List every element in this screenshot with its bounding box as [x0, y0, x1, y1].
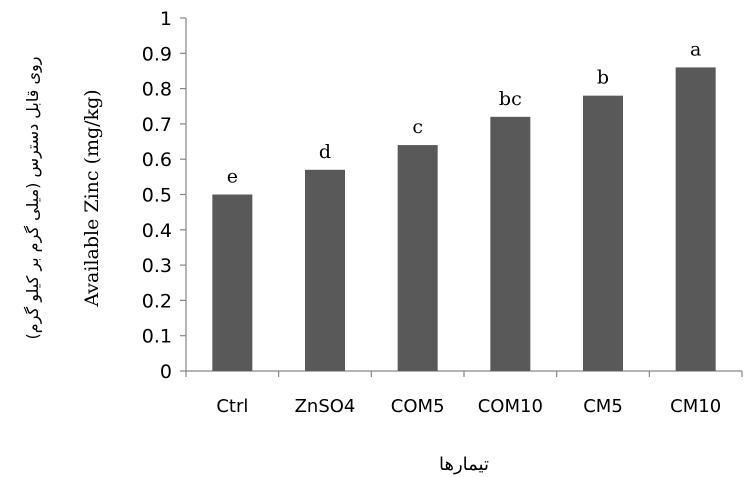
bar-com10	[490, 116, 531, 371]
x-category-label: COM5	[391, 396, 445, 417]
y-tick-label: 0	[160, 361, 172, 383]
y-tick-label: 1	[160, 8, 172, 30]
x-axis	[185, 370, 743, 377]
significance-letters: e d c bc b a	[227, 38, 702, 187]
x-category-label: CM10	[670, 396, 721, 417]
bar-znso4	[305, 169, 345, 371]
y-axis: 0 0.1 0.2 0.3 0.4 0.5 0.6 0.7 0.8 0.9 1	[142, 8, 187, 383]
y-tick-label: 0.9	[142, 43, 172, 65]
bar-ctrl	[212, 194, 253, 371]
significance-letter: b	[597, 67, 609, 89]
x-axis-label: تیمارها	[439, 454, 489, 475]
x-category-label: CM5	[583, 396, 623, 417]
bar-cm5	[583, 95, 623, 371]
bar-com5	[397, 145, 438, 371]
significance-letter: c	[412, 116, 423, 138]
y-tick-label: 0.7	[142, 114, 172, 136]
y-tick-label: 0.6	[142, 149, 172, 171]
bar-cm10	[675, 67, 716, 372]
y-tick-label: 0.5	[142, 185, 172, 207]
category-labels: Ctrl ZnSO4 COM5 COM10 CM5 CM10	[216, 396, 721, 417]
y-tick-label: 0.4	[142, 220, 172, 242]
significance-letter: d	[319, 141, 331, 163]
y-tick-label: 0.3	[142, 255, 172, 277]
y-tick-label: 0.8	[142, 79, 172, 101]
y-axis-label-english: Available Zinc (mg/kg)	[81, 89, 103, 307]
y-axis-label-persian: روی قابل دسترس (میلی گرم بر کیلو گرم)	[23, 57, 43, 340]
y-tick-label: 0.2	[142, 290, 172, 312]
significance-letter: bc	[499, 88, 522, 110]
bars	[212, 67, 716, 372]
x-category-label: ZnSO4	[295, 396, 356, 417]
x-category-label: Ctrl	[216, 396, 248, 417]
x-category-label: COM10	[478, 396, 543, 417]
significance-letter: e	[227, 166, 238, 188]
y-tick-label: 0.1	[142, 326, 172, 348]
significance-letter: a	[690, 38, 701, 60]
